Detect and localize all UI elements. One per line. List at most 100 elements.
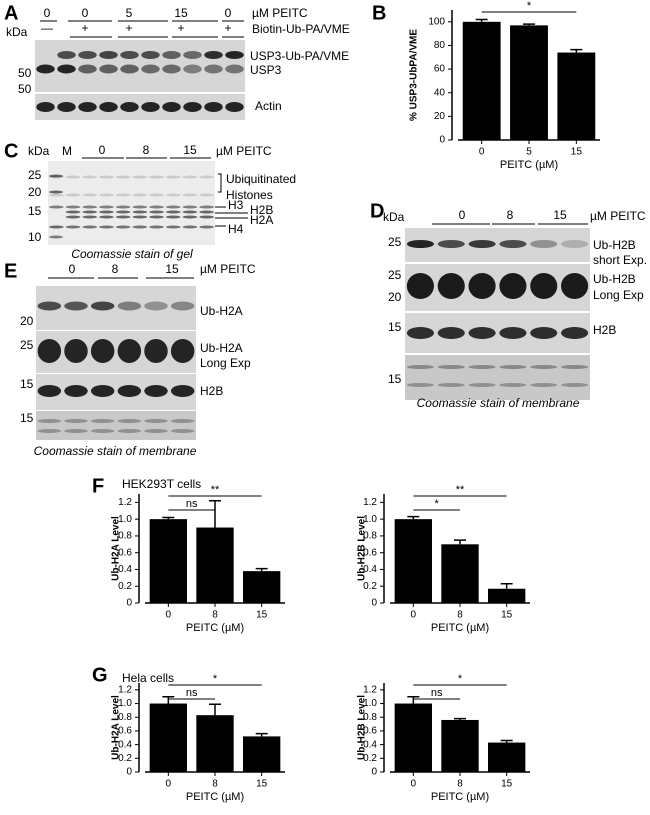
band [165,175,181,179]
label: 8 [143,143,150,157]
error-bar [454,539,466,545]
band [115,225,131,229]
label: µM PEITC [252,6,308,20]
label: 15 [388,320,402,334]
label: 15 [20,377,34,391]
x-tick-label: 0 [166,779,172,790]
band [165,205,181,209]
y-tick-label: 1.0 [363,698,377,709]
label: kDa [383,210,405,224]
y-tick-label: 0.2 [363,581,377,592]
band [144,385,168,397]
band [149,210,164,214]
y-tick-label: 0.4 [118,739,132,750]
label: 15 [28,204,42,218]
label: 50 [18,66,32,80]
band [36,102,55,112]
bar [557,52,596,140]
x-tick-label: 0 [479,147,485,158]
label: + [224,21,231,35]
x-tick-label: 8 [212,610,218,621]
band [57,51,76,59]
band [78,64,97,74]
band [132,215,148,219]
y-axis-label: Ub-H2A Level [111,516,122,581]
label: Ub-H2B [593,272,636,286]
band [162,64,181,74]
x-axis-label: PEITC (µM) [431,622,489,634]
y-tick-label: 0.8 [118,531,132,542]
band [99,64,118,74]
x-tick-label: 15 [256,610,268,621]
label: 15 [553,208,567,222]
band [406,240,434,248]
error-bar [162,695,175,704]
band [90,429,115,433]
error-bar [209,499,221,528]
label: 25 [28,168,42,182]
y-tick-label: 0.4 [118,564,132,575]
bar [149,703,187,772]
label: 0 [225,6,232,20]
error-bar [523,23,535,26]
band [144,429,168,433]
band [115,215,131,219]
y-tick-label: 0.4 [363,564,377,575]
error-bar [475,18,488,22]
y-tick-label: 0.6 [363,726,377,737]
x-tick-label: 15 [256,779,268,790]
band [117,301,142,311]
label: 0 [44,6,51,20]
band [37,339,62,363]
label: USP3-Ub-PA/VME [250,49,349,63]
blot [48,161,215,245]
band [468,240,496,248]
band [199,225,214,229]
label: 0 [459,208,466,222]
significance-label: ** [211,484,220,496]
label: 5 [126,6,133,20]
band [90,339,115,363]
y-tick-label: 1.2 [363,684,377,695]
band [90,385,115,397]
band [437,327,465,339]
band [49,190,63,194]
band [165,215,181,219]
y-tick-label: 0.6 [118,726,132,737]
label: Ub-H2A [200,304,243,318]
y-tick-label: 80 [434,40,446,51]
label: 15 [174,6,188,20]
label: HEK293T cells [122,477,201,491]
band [49,205,64,209]
significance-label: * [213,673,218,685]
band [117,385,142,397]
band [406,365,434,369]
band [149,215,164,219]
band [437,365,465,369]
band [65,215,81,219]
band [57,102,76,112]
band [468,327,496,339]
panel-label: E [4,260,17,282]
bar [462,21,501,140]
y-tick-label: 20 [434,111,446,122]
y-tick-label: 0.2 [118,581,132,592]
band [199,205,214,209]
band [170,385,195,397]
band [165,193,181,197]
band [561,327,589,339]
band [499,240,527,248]
band [37,301,62,311]
band [149,193,164,197]
band [65,205,81,209]
bar [441,719,479,772]
band [132,210,148,214]
band [82,225,98,229]
label: 25 [388,235,402,249]
band [144,419,168,423]
band [499,383,527,387]
band [183,51,202,59]
band [49,193,64,197]
label: 10 [28,230,42,244]
